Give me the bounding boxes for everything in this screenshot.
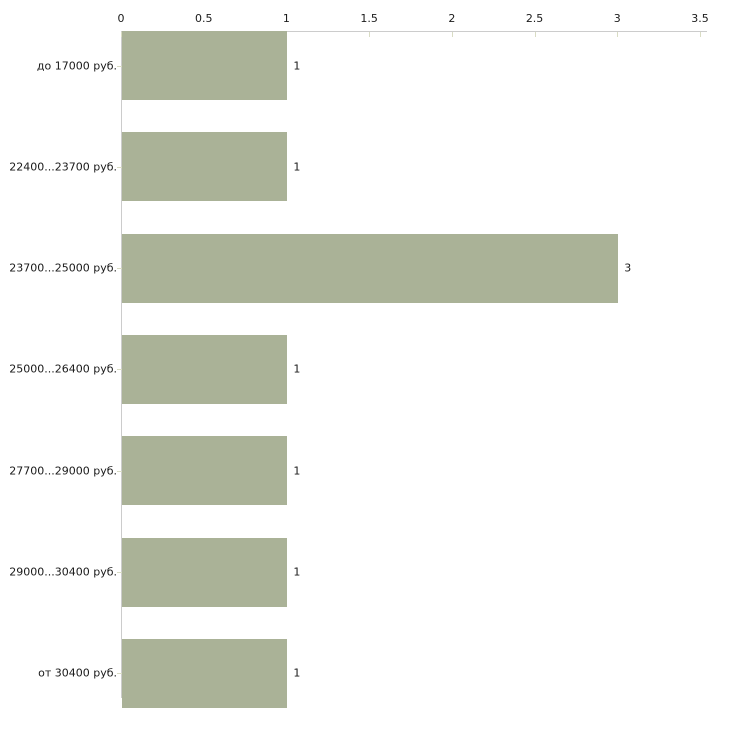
value-label: 1	[293, 666, 301, 680]
value-label: 1	[293, 464, 301, 478]
value-label: 1	[293, 59, 301, 72]
x-axis-tick	[451, 32, 453, 37]
value-label: 1	[293, 362, 301, 376]
x-axis-tick	[121, 32, 122, 37]
y-axis-tick	[117, 268, 122, 269]
y-axis-tick	[117, 369, 122, 370]
value-label: 1	[293, 565, 301, 579]
x-axis-tick	[700, 32, 701, 37]
x-axis-tick-label: 3.5	[691, 12, 709, 25]
x-axis-tick-label: 0.5	[194, 12, 213, 25]
category-label: до 17000 руб.	[36, 59, 117, 72]
y-axis-line	[121, 31, 122, 698]
x-axis-tick-label: 2.5	[525, 12, 544, 25]
bar	[122, 436, 288, 506]
category-label: 27700...29000 руб.	[9, 464, 117, 478]
y-axis-tick	[117, 673, 122, 674]
x-axis-tick	[617, 32, 619, 37]
bar	[122, 233, 619, 303]
y-axis-tick	[117, 66, 122, 67]
y-axis-tick	[117, 471, 122, 472]
x-axis-tick-label: 2	[448, 12, 456, 25]
category-label: 25000...26400 руб.	[9, 362, 117, 376]
bar	[122, 537, 288, 607]
y-axis-tick	[117, 572, 122, 573]
x-axis-tick-label: 1	[282, 12, 290, 25]
bar	[122, 638, 288, 708]
value-label: 3	[624, 261, 632, 275]
x-axis-line	[121, 31, 707, 32]
bar	[122, 334, 288, 404]
bar	[122, 31, 288, 100]
x-axis-tick-label: 1.5	[360, 12, 378, 25]
category-label: 29000...30400 руб.	[9, 565, 117, 579]
category-label: от 30400 руб.	[38, 666, 117, 680]
x-axis-tick	[534, 32, 536, 37]
bar	[122, 132, 288, 202]
y-axis-tick	[117, 167, 122, 168]
x-axis-tick	[369, 32, 371, 37]
x-axis-tick-label: 0	[117, 12, 125, 25]
value-label: 1	[293, 160, 301, 174]
category-label: 22400...23700 руб.	[9, 160, 117, 174]
x-axis-tick-label: 3	[613, 12, 621, 25]
category-label: 23700...25000 руб.	[9, 261, 117, 275]
